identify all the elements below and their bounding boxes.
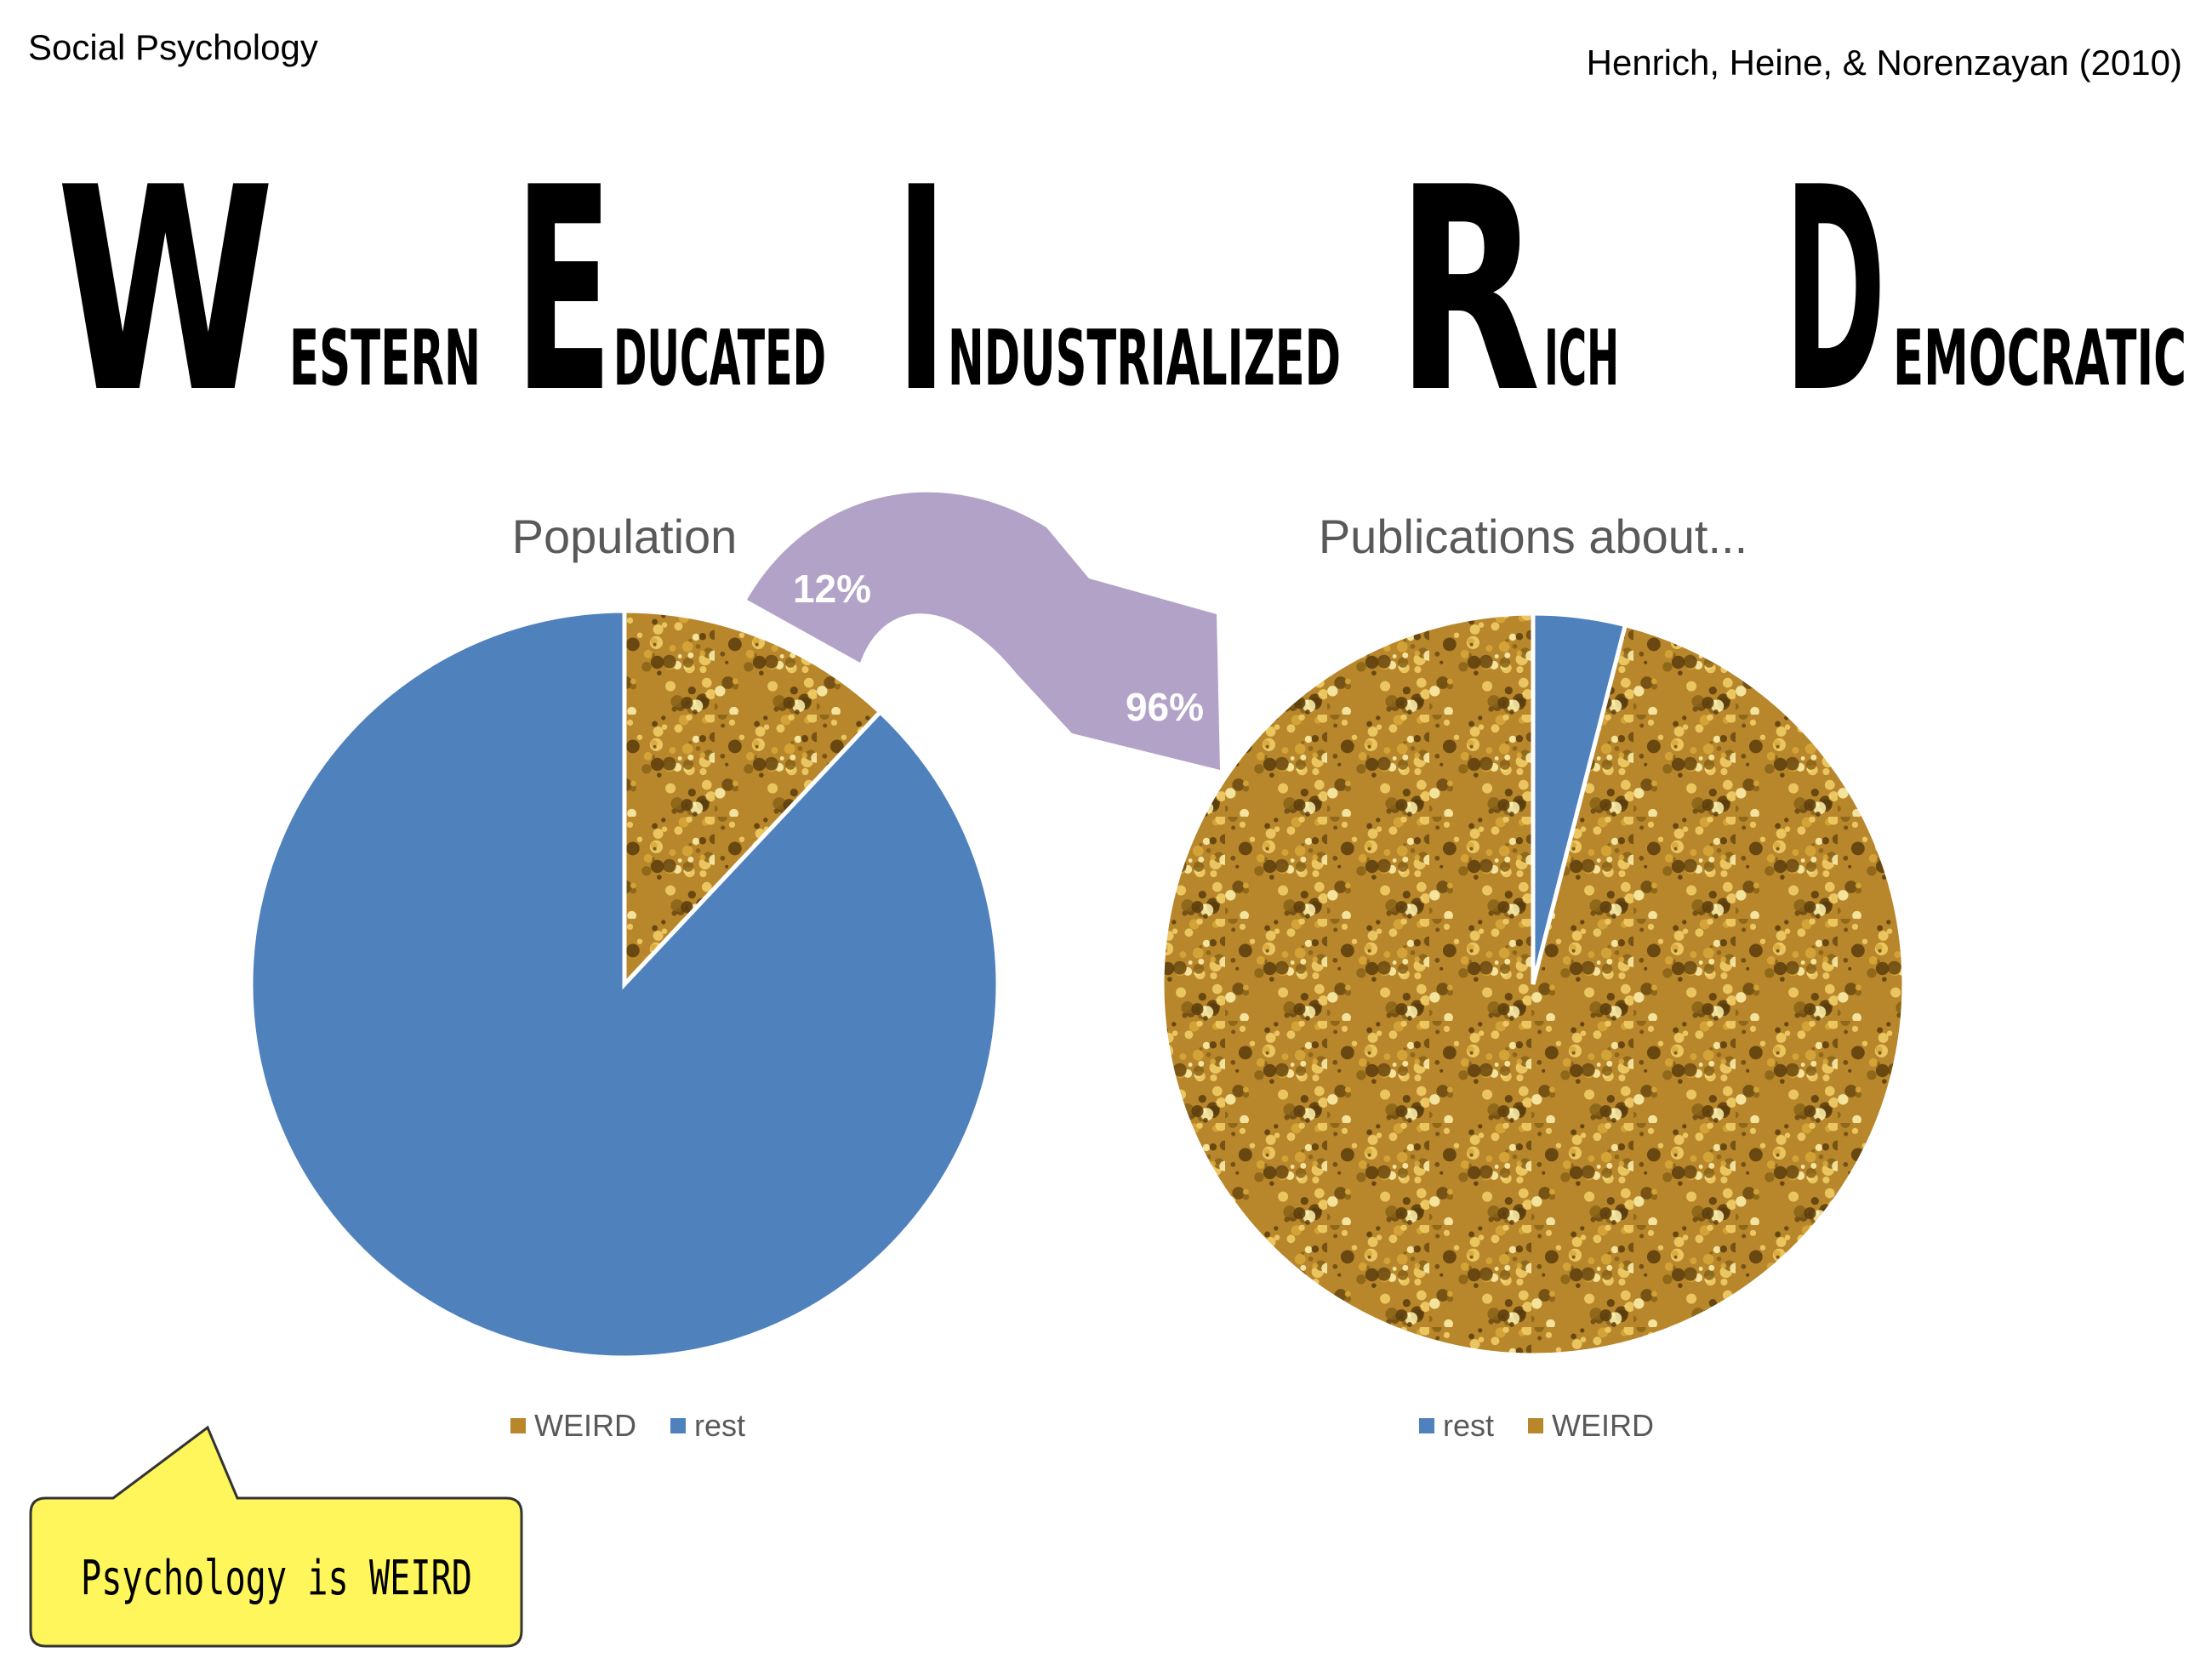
- callout-bubble: [29, 1425, 523, 1648]
- course-title: Social Psychology: [28, 27, 318, 67]
- acronym-rest: EMOCRATIC: [1893, 314, 2186, 403]
- callout-text: Psychology is WEIRD: [81, 1551, 472, 1606]
- acronym-rest: DUCATED: [613, 314, 826, 403]
- acronym-initial: R: [1396, 128, 1541, 454]
- pie-slice: [248, 608, 1001, 1360]
- legend-swatch: [510, 1418, 526, 1433]
- pie-slice: [622, 608, 884, 990]
- chart-title: Population: [512, 510, 738, 563]
- legend-swatch: [1528, 1418, 1544, 1433]
- pie-slice: [1160, 611, 1907, 1358]
- chart-title: Publications about...: [1319, 510, 1747, 563]
- legend-label: rest: [1443, 1408, 1494, 1443]
- value-label: 12%: [793, 567, 871, 611]
- legend-swatch: [1419, 1418, 1434, 1433]
- acronym-initial: D: [1784, 128, 1886, 454]
- acronym-rest: NDUSTRIALIZED: [948, 314, 1341, 403]
- acronym-rest: ESTERN: [289, 314, 481, 403]
- value-label: 96%: [1126, 685, 1204, 729]
- acronym-initial: W: [56, 128, 275, 454]
- acronym-initial: I: [896, 128, 947, 454]
- legend-label: WEIRD: [534, 1408, 636, 1443]
- acronym-rest: ICH: [1544, 314, 1619, 403]
- legend-label: WEIRD: [1552, 1408, 1654, 1443]
- citation: Henrich, Heine, & Norenzayan (2010): [1587, 43, 2182, 83]
- legend-swatch: [670, 1418, 686, 1433]
- legend-label: rest: [694, 1408, 745, 1443]
- arrow: [747, 492, 1220, 770]
- acronym-initial: E: [515, 128, 613, 454]
